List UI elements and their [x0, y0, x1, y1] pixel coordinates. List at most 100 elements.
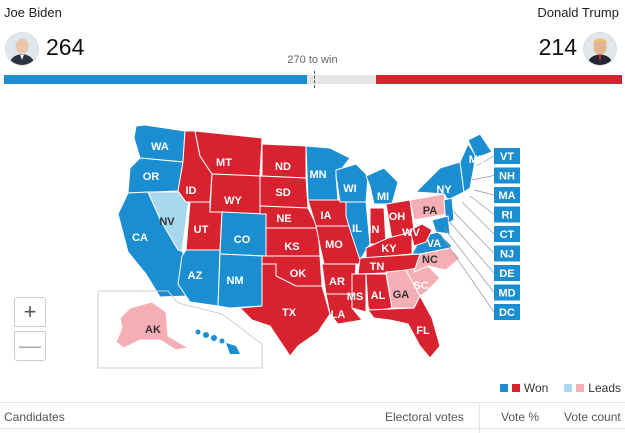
zoom-in-button[interactable]: + [14, 297, 46, 327]
state-label-la: LA [331, 309, 346, 321]
small-state-de[interactable]: DE [494, 265, 520, 281]
state-az[interactable] [177, 249, 221, 307]
connector-ri [469, 195, 495, 215]
trump-bar-fill [376, 75, 622, 84]
state-label-fl: FL [416, 325, 430, 337]
state-ky[interactable] [365, 231, 413, 259]
state-label-ok: OK [290, 268, 307, 280]
won-red-swatch [511, 384, 520, 392]
state-label-nc: NC [422, 254, 438, 266]
small-state-dc[interactable]: DC [494, 304, 520, 320]
small-state-ct[interactable]: CT [494, 226, 520, 242]
small-state-vt[interactable]: VT [494, 148, 520, 164]
state-label-wa: WA [151, 141, 169, 153]
state-label-hi: HI [212, 349, 223, 361]
state-label-ks: KS [284, 241, 299, 253]
candidate-left-votes: 264 [46, 34, 85, 60]
state-label-in: IN [369, 224, 380, 236]
state-label-va: VA [427, 238, 442, 250]
state-label-wi: WI [343, 183, 356, 195]
zoom-out-button[interactable]: — [14, 331, 46, 361]
state-label-mn: MN [309, 169, 326, 181]
table-header-divider [0, 428, 625, 429]
small-state-label-dc: DC [499, 307, 515, 319]
state-label-ne: NE [276, 213, 291, 225]
small-state-label-nj: NJ [500, 249, 514, 261]
state-label-ca: CA [132, 232, 148, 244]
small-state-label-md: MD [498, 288, 515, 300]
electoral-progress-bar [4, 71, 622, 88]
candidate-left-name: Joe Biden [4, 5, 62, 20]
state-label-pa: PA [423, 205, 438, 217]
state-label-ny: NY [436, 184, 452, 196]
state-label-al: AL [371, 290, 386, 302]
small-state-nj[interactable]: NJ [494, 245, 520, 262]
state-label-mo: MO [325, 239, 343, 251]
state-label-me: ME [469, 154, 486, 166]
state-label-nd: ND [275, 161, 291, 173]
state-ne-coast[interactable] [459, 142, 477, 193]
candidate-right-votes: 214 [538, 34, 577, 60]
small-state-label-vt: VT [500, 151, 514, 163]
state-label-ms: MS [347, 291, 364, 303]
state-label-co: CO [234, 234, 251, 246]
header-vote-count[interactable]: Vote count [564, 410, 621, 424]
state-wy[interactable] [209, 173, 261, 215]
biden-avatar [5, 32, 39, 66]
state-label-or: OR [143, 171, 160, 183]
state-md-area[interactable] [431, 215, 451, 235]
connector-md [443, 227, 495, 293]
state-label-id: ID [186, 185, 197, 197]
us-electoral-map[interactable]: VT NH MA RI CT NJ DE MD DC WA OR CA NV ID MT WY UT CO AZ N… [0, 96, 625, 374]
state-label-sc: SC [413, 280, 428, 292]
state-hi[interactable] [195, 329, 241, 355]
state-label-ia: IA [321, 210, 332, 222]
state-ak[interactable] [115, 301, 190, 351]
state-me[interactable] [467, 133, 493, 159]
state-label-ga: GA [393, 289, 410, 301]
small-state-nh[interactable]: NH [494, 167, 520, 184]
threshold-label: 270 to win [287, 54, 338, 66]
header-candidates[interactable]: Candidates [4, 410, 65, 424]
connector-ma [473, 189, 495, 196]
state-label-tx: TX [282, 307, 297, 319]
state-ms[interactable] [351, 273, 367, 313]
threshold-marker [314, 71, 316, 88]
state-label-wv: WV [402, 227, 420, 239]
small-state-label-de: DE [499, 268, 514, 280]
legend-leads-label: Leads [588, 381, 621, 395]
connector-dc [439, 233, 495, 313]
connector-nh [471, 175, 495, 181]
column-divider [479, 404, 480, 433]
connector-de [447, 219, 495, 274]
state-label-mt: MT [216, 157, 232, 169]
header-vote-pct[interactable]: Vote % [501, 410, 540, 424]
small-state-label-ri: RI [502, 210, 513, 222]
leads-red-swatch [576, 384, 585, 392]
small-state-ma[interactable]: MA [494, 187, 520, 203]
state-fl[interactable] [367, 294, 441, 359]
state-label-oh: OH [389, 211, 406, 223]
header-electoral-votes[interactable]: Electoral votes [385, 410, 464, 424]
trump-avatar [583, 32, 617, 66]
state-label-wy: WY [224, 195, 242, 207]
state-tx[interactable] [238, 263, 331, 357]
state-label-ak: AK [145, 324, 161, 336]
small-state-label-ct: CT [500, 229, 515, 241]
small-state-ri[interactable]: RI [494, 206, 520, 223]
small-state-md[interactable]: MD [494, 284, 520, 301]
connector-vt [475, 155, 495, 167]
state-label-ky: KY [381, 243, 397, 255]
leads-blue-swatch [564, 384, 573, 392]
state-label-az: AZ [188, 270, 203, 282]
table-top-divider [0, 402, 625, 403]
state-wv[interactable] [409, 223, 433, 247]
state-label-sd: SD [275, 187, 290, 199]
state-label-mi: MI [377, 191, 389, 203]
map-legend: Won Leads [499, 381, 621, 395]
won-blue-swatch [499, 384, 508, 392]
small-state-label-nh: NH [499, 171, 515, 183]
connector-nj [451, 209, 495, 254]
connector-ct [461, 201, 495, 235]
state-label-ar: AR [329, 276, 345, 288]
